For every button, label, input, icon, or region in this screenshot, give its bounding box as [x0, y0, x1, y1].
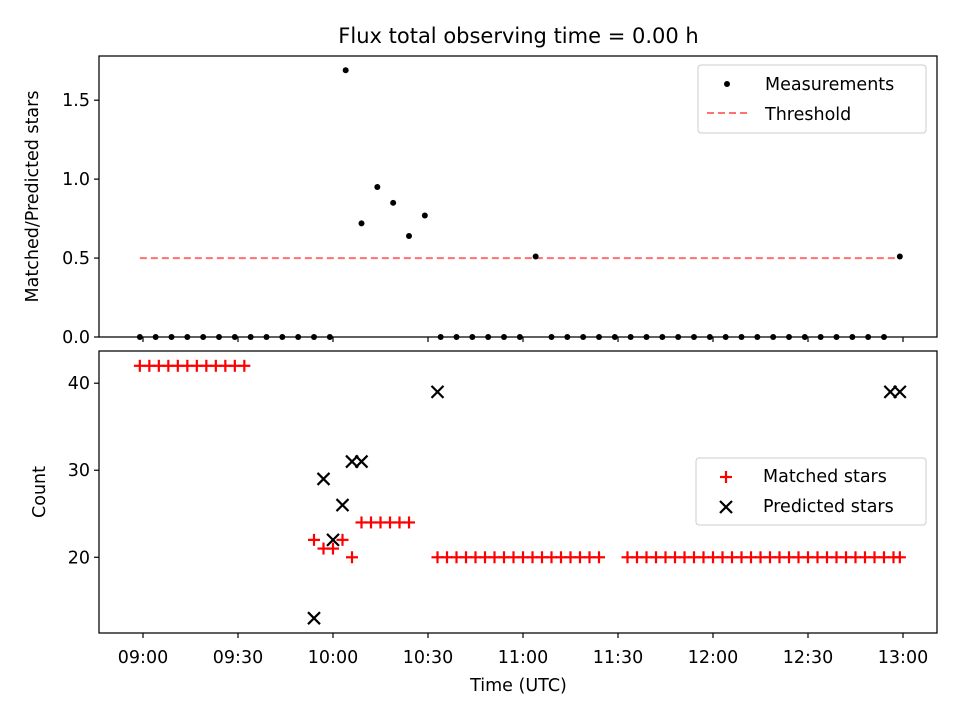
bottom-y-ticks: 20 30 40	[68, 374, 99, 568]
x-axis-label: Time (UTC)	[469, 676, 567, 696]
x-tick-label: 10:30	[403, 648, 453, 668]
measurement-point	[374, 184, 381, 191]
legend-measurements-label: Measurements	[765, 75, 894, 95]
top-x-ticks	[142, 337, 904, 342]
x-tick-label: 10:00	[308, 648, 358, 668]
matched-star-point	[308, 533, 320, 546]
x-tick-label: 09:30	[213, 648, 263, 668]
measurement-point	[532, 253, 539, 260]
matched-star-point	[593, 551, 605, 564]
matched-star-point	[403, 516, 415, 529]
top-y-tick-label: 1.0	[62, 170, 90, 190]
bottom-y-tick-label: 40	[68, 374, 90, 394]
x-tick-label: 12:00	[688, 648, 738, 668]
x-tick-label: 13:00	[878, 648, 928, 668]
bottom-axes-frame	[98, 350, 938, 634]
matched-star-point	[336, 533, 349, 546]
bottom-legend-frame	[695, 457, 927, 526]
top-y-tick-label: 0.0	[62, 328, 90, 348]
legend-threshold-label: Threshold	[764, 105, 851, 125]
bottom-y-tick-label: 30	[68, 461, 90, 481]
matched-star-point	[346, 551, 358, 564]
legend-measurements-marker	[724, 81, 730, 87]
predicted-star-point	[430, 385, 445, 399]
measurement-point	[390, 199, 397, 206]
top-legend-frame	[697, 64, 927, 134]
bottom-legend: Matched stars Predicted stars	[695, 457, 927, 526]
top-y-axis-label: Matched/Predicted stars	[23, 91, 43, 303]
top-axes-frame	[98, 55, 938, 338]
legend-matched-label: Matched stars	[763, 467, 887, 487]
x-tick-label: 11:00	[498, 648, 548, 668]
measurement-point	[421, 212, 428, 219]
top-title: Flux total observing time = 0.00 h	[338, 24, 698, 48]
measurement-point	[342, 67, 349, 74]
bottom-x-ticks: 09:00 09:30 10:00 10:30 11:00 11:30 12:00 12:30…	[118, 633, 928, 668]
predicted-star-point	[354, 454, 369, 469]
bottom-y-tick-label: 20	[68, 548, 90, 568]
bottom-panel: 20 30 40 09:00 09:30 10:00 10:30 11:00 11:30 12:…	[30, 350, 938, 696]
top-legend: Measurements Threshold	[697, 64, 927, 134]
measurement-point	[896, 253, 903, 260]
predicted-star-point	[307, 611, 321, 625]
bottom-marks	[133, 359, 907, 625]
bottom-y-axis-label: Count	[30, 466, 50, 518]
top-panel: Flux total observing time = 0.00 h 0.00.…	[23, 24, 938, 348]
predicted-star-point	[326, 533, 340, 547]
top-y-ticks: 0.0 0.5 1.0 1.5	[62, 91, 99, 348]
x-tick-label: 11:30	[593, 648, 643, 668]
x-tick-label: 09:00	[118, 648, 168, 668]
legend-predicted-marker	[719, 500, 733, 514]
predicted-star-point	[893, 385, 907, 399]
measurement-point	[358, 220, 365, 227]
measurement-point	[406, 232, 412, 239]
top-y-tick-label: 0.5	[62, 249, 90, 269]
legend-matched-marker	[720, 471, 732, 483]
matched-star-point	[893, 551, 906, 564]
predicted-star-point	[316, 472, 331, 486]
predicted-star-point	[335, 498, 350, 512]
top-y-tick-label: 1.5	[62, 91, 90, 111]
matched-star-point	[238, 359, 251, 372]
x-tick-label: 12:30	[783, 648, 833, 668]
matched-star-point	[327, 542, 339, 555]
legend-predicted-label: Predicted stars	[763, 497, 894, 517]
